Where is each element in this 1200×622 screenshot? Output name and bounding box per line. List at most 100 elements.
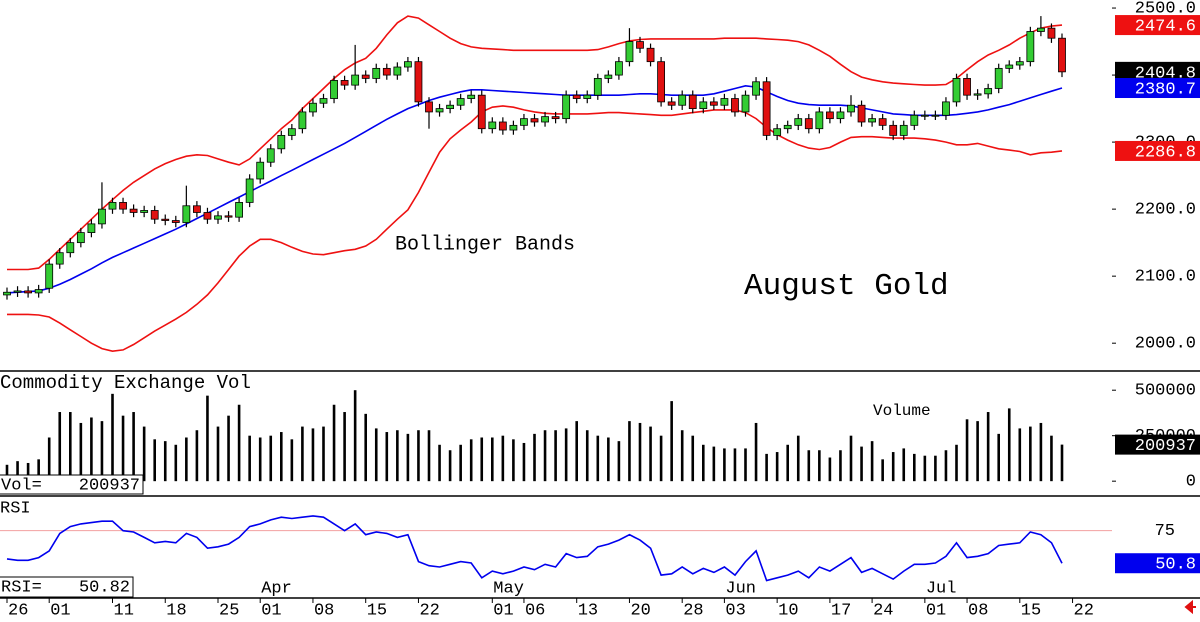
volume-bar	[132, 412, 135, 482]
value-badge-label: 2474.6	[1135, 18, 1196, 37]
volume-bar	[353, 390, 357, 482]
candle-body	[815, 111, 824, 130]
volume-bar	[723, 448, 726, 482]
volume-bar	[807, 450, 811, 482]
x-tick-label: 01	[493, 601, 513, 620]
candle-body	[393, 66, 402, 76]
chart-title: August Gold	[744, 269, 949, 304]
candle-body	[108, 202, 117, 210]
candle-body	[1005, 64, 1014, 69]
volume-bar	[585, 430, 589, 482]
candle-body	[847, 104, 855, 113]
volume-bar	[185, 437, 188, 482]
value-badge-label: 50.8	[1155, 556, 1196, 575]
candle-body	[214, 215, 222, 220]
volume-bar	[1029, 426, 1032, 482]
x-tick-label: 22	[1074, 601, 1094, 620]
candle-body	[245, 178, 254, 203]
candle-body	[319, 98, 328, 104]
value-badge	[1115, 434, 1200, 455]
volume-bar	[58, 412, 62, 482]
readout-value: 200937	[79, 476, 140, 495]
readout-label: RSI=	[1, 578, 42, 597]
volume-bar	[870, 441, 874, 482]
candle-body	[98, 208, 106, 225]
candle-body	[119, 202, 127, 210]
month-label: Jun	[725, 579, 756, 598]
volume-bar	[227, 415, 230, 482]
volume-bar	[396, 430, 399, 482]
candle-body	[235, 202, 244, 218]
candle-body	[615, 61, 623, 76]
x-tick-label: 08	[968, 601, 988, 620]
volume-bar	[364, 413, 367, 482]
volume-bar	[438, 444, 441, 482]
candle-body	[963, 78, 971, 96]
volume-bar	[702, 444, 705, 482]
y-tick-label: 75	[1155, 522, 1175, 541]
value-badge	[1115, 140, 1200, 161]
volume-bar	[311, 428, 315, 482]
volume-bar	[47, 437, 51, 482]
candle-body	[298, 111, 307, 130]
y-tick-label: 2500.0	[1135, 0, 1196, 19]
candle-body	[266, 148, 275, 163]
candle-body	[498, 121, 507, 131]
volume-bar	[733, 448, 737, 482]
candle-body	[973, 93, 982, 96]
band-line	[6, 84, 1063, 294]
volume-bar	[69, 412, 72, 482]
volume-bar	[343, 412, 346, 482]
candle-body	[625, 41, 634, 63]
volume-bar	[902, 448, 906, 482]
volume-bar	[301, 426, 304, 482]
x-tick-label: 24	[873, 601, 893, 620]
volume-bar	[322, 426, 325, 482]
panel-title: RSI	[0, 499, 31, 518]
candle-body	[509, 124, 518, 131]
month-label: Apr	[261, 579, 292, 598]
y-tick-label: 500000	[1135, 382, 1196, 401]
candle-body	[1037, 27, 1045, 32]
volume-bar	[280, 432, 283, 482]
volume-bar	[1007, 408, 1011, 482]
volume-bar	[765, 453, 768, 482]
volume-bar	[16, 461, 19, 482]
candle-body	[593, 78, 602, 96]
x-tick-label: 15	[367, 601, 387, 620]
volume-bar	[163, 441, 167, 482]
volume-bar	[543, 430, 547, 482]
volume-bar	[564, 428, 568, 482]
volume-bar	[744, 448, 747, 482]
candle-body	[140, 210, 149, 213]
candle-body	[203, 212, 212, 220]
candle-body	[572, 94, 581, 99]
volume-bar	[142, 426, 146, 482]
candle-body	[224, 215, 233, 218]
volume-bar	[976, 421, 979, 482]
band-line	[7, 15, 1063, 271]
volume-bar	[849, 435, 853, 482]
volume-bar	[512, 439, 515, 482]
candle-body	[520, 118, 528, 126]
volume-bar	[786, 444, 789, 482]
volume-bar	[195, 430, 199, 482]
scroll-arrow[interactable]	[1184, 599, 1196, 615]
volume-bar	[216, 426, 220, 482]
x-tick-label: 11	[114, 601, 134, 620]
x-tick-label: 26	[8, 601, 28, 620]
candle-body	[773, 128, 782, 136]
volume-bar	[913, 453, 916, 482]
volume-bar	[501, 435, 505, 482]
candle-body	[910, 114, 919, 126]
volume-bar	[659, 435, 663, 482]
volume-bar	[891, 452, 895, 482]
candle-body	[709, 101, 718, 106]
candle-body	[45, 263, 54, 289]
annotation: Bollinger Bands	[395, 233, 575, 256]
volume-bar	[480, 437, 484, 482]
volume-bar	[533, 433, 536, 482]
